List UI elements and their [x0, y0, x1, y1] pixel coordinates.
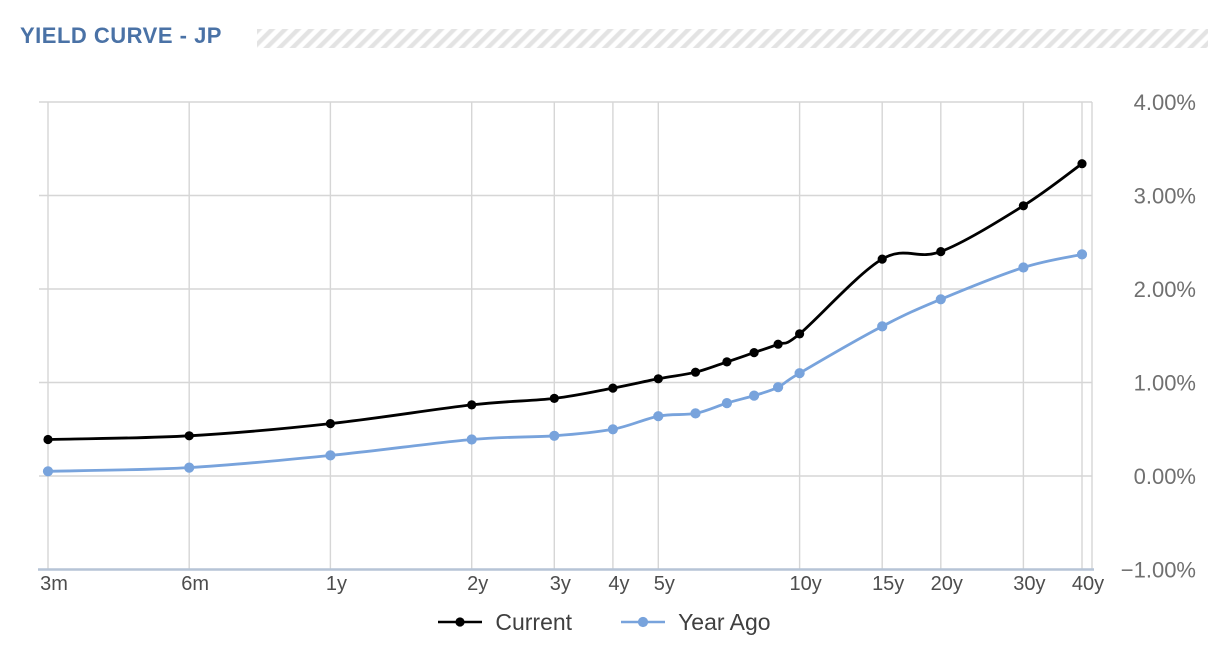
year-ago-line	[46, 253, 1084, 473]
current-point-10y	[795, 329, 805, 339]
x-axis-tick-3m: 3m	[40, 573, 68, 595]
year-ago-point-2y	[466, 434, 477, 445]
current-point-8y	[749, 348, 759, 358]
current-point-6m	[184, 431, 194, 441]
current-point-5y	[653, 374, 663, 384]
year-ago-point-4y	[607, 424, 619, 435]
year-ago-point-10y	[794, 368, 805, 379]
x-axis-tick-2y: 2y	[467, 573, 488, 595]
year-ago-point-30y	[1018, 262, 1029, 273]
x-axis-tick-10y: 10y	[789, 573, 821, 595]
legend-item-year-ago: Year Ago	[620, 609, 771, 636]
x-axis-tick-20y: 20y	[931, 573, 963, 595]
x-axis-tick-30y: 30y	[1013, 573, 1045, 595]
current-point-20y	[936, 247, 946, 257]
year-ago-point-8y	[749, 390, 760, 401]
current-point-4y	[608, 383, 618, 393]
current-point-15y	[877, 254, 887, 264]
current-point-2y	[467, 400, 477, 410]
x-axis-tick-15y: 15y	[872, 573, 904, 595]
y-axis-tick--1: −1.00%	[1121, 558, 1196, 583]
x-axis-tick-6m: 6m	[181, 573, 209, 595]
chart-legend: Current Year Ago	[19, 604, 1189, 640]
current-point-7y	[722, 357, 732, 367]
year-ago-point-1y	[325, 450, 336, 461]
x-axis-tick-1y: 1y	[326, 573, 347, 595]
year-ago-point-3m	[42, 466, 54, 477]
year-ago-series-marker-icon	[621, 616, 666, 628]
page-title: YIELD CURVE - JP	[20, 23, 222, 48]
current-point-6y	[690, 367, 701, 377]
year-ago-point-3y	[549, 430, 560, 441]
year-ago-point-20y	[935, 294, 946, 305]
yield-curve-chart: 4.00% 3.00% 2.00% 1.00% 0.00% −1.00% 3m 6m 1y 2y 3…	[38, 90, 1196, 595]
year-ago-point-9y	[773, 382, 784, 393]
x-axis-tick-4y: 4y	[608, 573, 629, 595]
y-axis-tick-4: 4.00%	[1134, 90, 1196, 115]
current-series-marker-icon	[438, 617, 483, 627]
y-axis-tick-3: 3.00%	[1134, 184, 1196, 209]
current-point-9y	[773, 339, 783, 349]
x-axis-tick-40y: 40y	[1072, 573, 1104, 595]
year-ago-point-40y	[1076, 249, 1088, 260]
year-ago-point-15y	[877, 321, 888, 332]
title-hatch-band	[257, 29, 1208, 48]
current-point-3m	[43, 434, 53, 445]
year-ago-point-7y	[721, 398, 733, 409]
legend-label-current: Current	[495, 608, 573, 635]
legend-item-current: Current	[437, 609, 572, 636]
x-axis-tick-3y: 3y	[550, 573, 571, 595]
current-point-3y	[549, 393, 559, 403]
current-point-40y	[1077, 159, 1087, 169]
y-axis-tick-0: 0.00%	[1134, 464, 1196, 489]
current-line	[46, 162, 1084, 441]
x-axis-tick-5y: 5y	[654, 573, 675, 595]
y-axis-tick-2: 2.00%	[1134, 277, 1196, 302]
current-point-1y	[325, 419, 335, 429]
year-ago-point-6y	[690, 408, 701, 419]
y-axis-tick-1: 1.00%	[1134, 371, 1196, 396]
legend-label-year-ago: Year Ago	[678, 608, 771, 635]
current-point-30y	[1018, 201, 1028, 211]
year-ago-point-6m	[184, 462, 195, 473]
year-ago-point-5y	[653, 411, 664, 422]
